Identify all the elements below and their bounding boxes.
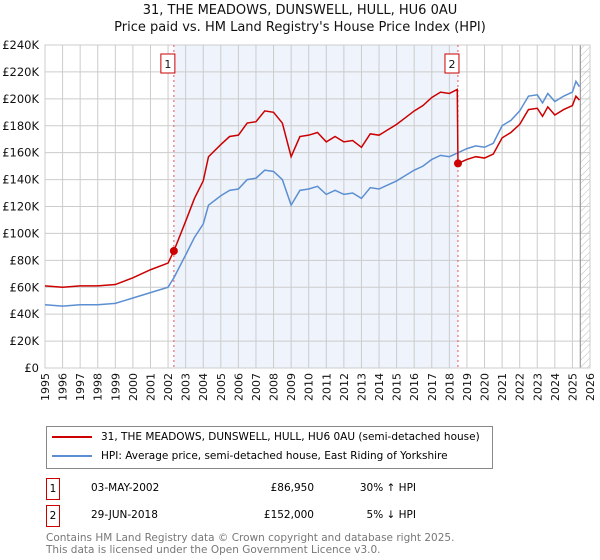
y-tick-label: £240K — [2, 38, 39, 52]
annotation-label: 1 — [164, 58, 171, 71]
chart-plot: 1995 1996 1997 1998 1999 2000 2001 2002 2003 2004… — [2, 38, 597, 401]
x-tick-label: 2011 — [320, 373, 333, 401]
y-tick-label: £120K — [2, 200, 39, 214]
sale-point — [453, 159, 462, 168]
x-tick-label: 2022 — [514, 373, 527, 401]
x-tick-label: 2008 — [268, 373, 281, 401]
x-tick-label: 1997 — [74, 373, 87, 401]
x-tick-label: 2010 — [303, 373, 316, 401]
x-tick-label: 2001 — [144, 373, 157, 401]
x-tick-label: 2021 — [496, 373, 509, 401]
transaction-hpi: 30% ↑ HPI — [359, 482, 416, 494]
x-tick-label: 2024 — [549, 373, 562, 401]
footer-line: This data is licensed under the Open Gov… — [46, 544, 381, 556]
x-tick-label: 2004 — [197, 373, 210, 401]
plot-border — [44, 44, 591, 369]
x-tick-label: 2018 — [443, 373, 456, 401]
y-tick-label: £220K — [2, 65, 39, 79]
footer: Contains HM Land Registry data © Crown c… — [46, 532, 454, 556]
x-tick-label: 2015 — [391, 373, 404, 401]
transaction-marker: 1 — [46, 478, 60, 500]
x-tick-label: 2014 — [373, 373, 386, 401]
x-tick-label: 1999 — [109, 373, 122, 401]
legend: 31, THE MEADOWS, DUNSWELL, HULL, HU6 0AU… — [46, 426, 493, 469]
legend-label: HPI: Average price, semi-detached house,… — [101, 450, 448, 462]
y-tick-label: £80K — [10, 253, 40, 267]
y-tick-label: £160K — [2, 146, 39, 160]
annotation-label: 2 — [448, 58, 455, 71]
legend-label: 31, THE MEADOWS, DUNSWELL, HULL, HU6 0AU… — [101, 431, 480, 443]
chart-title: 31, THE MEADOWS, DUNSWELL, HULL, HU6 0AU — [142, 3, 458, 18]
y-tick-label: £0 — [24, 361, 39, 375]
x-tick-label: 1998 — [92, 373, 105, 401]
x-tick-label: 2009 — [285, 373, 298, 401]
y-tick-label: £200K — [2, 92, 39, 106]
x-tick-label: 2023 — [531, 373, 544, 401]
x-tick-label: 2003 — [180, 373, 193, 401]
transaction-date: 29-JUN-2018 — [91, 509, 158, 521]
sale-point — [169, 246, 178, 255]
x-tick-label: 2006 — [232, 373, 245, 401]
x-tick-label: 2019 — [461, 373, 474, 401]
transaction-hpi: 5% ↓ HPI — [366, 509, 416, 521]
x-tick-label: 2007 — [250, 373, 263, 401]
x-tick-label: 2025 — [566, 373, 579, 401]
hpi-series-line — [44, 79, 581, 307]
footer-line: Contains HM Land Registry data © Crown c… — [46, 532, 455, 544]
x-tick-label: 2012 — [338, 373, 351, 401]
legend-swatch-red — [52, 436, 92, 438]
x-tick-label: 2002 — [162, 373, 175, 401]
legend-item-property: 31, THE MEADOWS, DUNSWELL, HULL, HU6 0AU… — [52, 431, 480, 443]
property-series-line — [44, 88, 581, 289]
annotation-box — [444, 53, 460, 74]
y-tick-label: £140K — [2, 173, 39, 187]
transaction-row: 2 29-JUN-2018 £152,000 5% ↓ HPI — [46, 505, 446, 527]
legend-item-hpi: HPI: Average price, semi-detached house,… — [52, 450, 448, 462]
transaction-price: £152,000 — [263, 509, 314, 521]
x-tick-label: 2013 — [355, 373, 368, 401]
transaction-row: 1 03-MAY-2002 £86,950 30% ↑ HPI — [46, 478, 446, 500]
transaction-marker: 2 — [46, 505, 60, 527]
transaction-price: £86,950 — [270, 482, 314, 494]
annotation-box — [160, 53, 176, 74]
x-tick-label: 2005 — [215, 373, 228, 401]
x-tick-label: 2016 — [408, 373, 421, 401]
legend-swatch-blue — [52, 455, 92, 457]
y-tick-label: £100K — [2, 226, 39, 240]
x-tick-label: 1995 — [39, 373, 52, 401]
x-tick-label: 2000 — [127, 373, 140, 401]
x-tick-label: 2026 — [584, 373, 597, 401]
y-tick-label: £40K — [10, 307, 40, 321]
y-tick-label: £180K — [2, 119, 39, 133]
y-tick-label: £60K — [10, 280, 40, 294]
chart-subtitle: Price paid vs. HM Land Registry's House … — [114, 20, 486, 35]
y-tick-label: £20K — [10, 334, 40, 348]
x-tick-label: 2020 — [479, 373, 492, 401]
x-tick-label: 2017 — [426, 373, 439, 401]
transaction-date: 03-MAY-2002 — [91, 482, 160, 494]
x-tick-label: 1996 — [57, 373, 70, 401]
